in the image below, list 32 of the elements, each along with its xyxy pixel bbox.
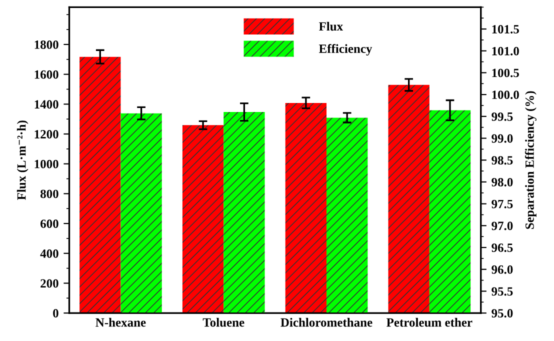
y-axis-title: Flux (L·m⁻²·h): [16, 120, 28, 200]
y2-tick-label: 95.5: [492, 287, 513, 296]
y2-tick-label: 95.0: [492, 309, 513, 318]
y2-axis-title: Separation Efficiency (%): [524, 91, 536, 229]
y-tick-label: 200: [40, 279, 58, 288]
y-tick-label: 600: [40, 220, 58, 228]
y2-tick-label: 96.5: [492, 244, 513, 252]
y-tick-label: 1400: [34, 100, 58, 109]
y2-tick-label: 99.0: [492, 134, 513, 143]
y2-tick-label: 96.0: [492, 265, 513, 274]
y2-tick-label: 97.5: [492, 200, 513, 208]
legend-label: Flux: [318, 22, 344, 31]
y-tick-label: 1000: [34, 160, 58, 168]
y-tick-label: 1800: [34, 40, 58, 49]
y2-tick-label: 98.5: [492, 156, 513, 165]
y2-tick-label: 99.5: [492, 112, 513, 121]
x-tick-label: Dichloromethane: [280, 318, 372, 327]
legend-label: Efficiency: [318, 44, 372, 56]
y2-tick-label: 98.0: [492, 178, 513, 186]
y-tick-label: 0: [53, 309, 58, 318]
x-tick-label: Petroleum ether: [386, 318, 472, 327]
y2-tick-label: 100.0: [492, 90, 519, 100]
y-tick-label: 800: [40, 190, 58, 198]
y-tick-label: 1600: [34, 70, 58, 79]
x-tick-label: N-hexane: [96, 318, 146, 327]
y2-tick-label: 101.0: [492, 46, 519, 56]
x-tick-label: Toluene: [202, 318, 244, 327]
y2-tick-label: 100.5: [492, 68, 519, 78]
y-tick-label: 1200: [34, 130, 58, 138]
y-tick-label: 400: [40, 249, 58, 258]
y2-tick-label: 101.5: [492, 25, 519, 34]
y2-tick-label: 97.0: [492, 222, 513, 230]
